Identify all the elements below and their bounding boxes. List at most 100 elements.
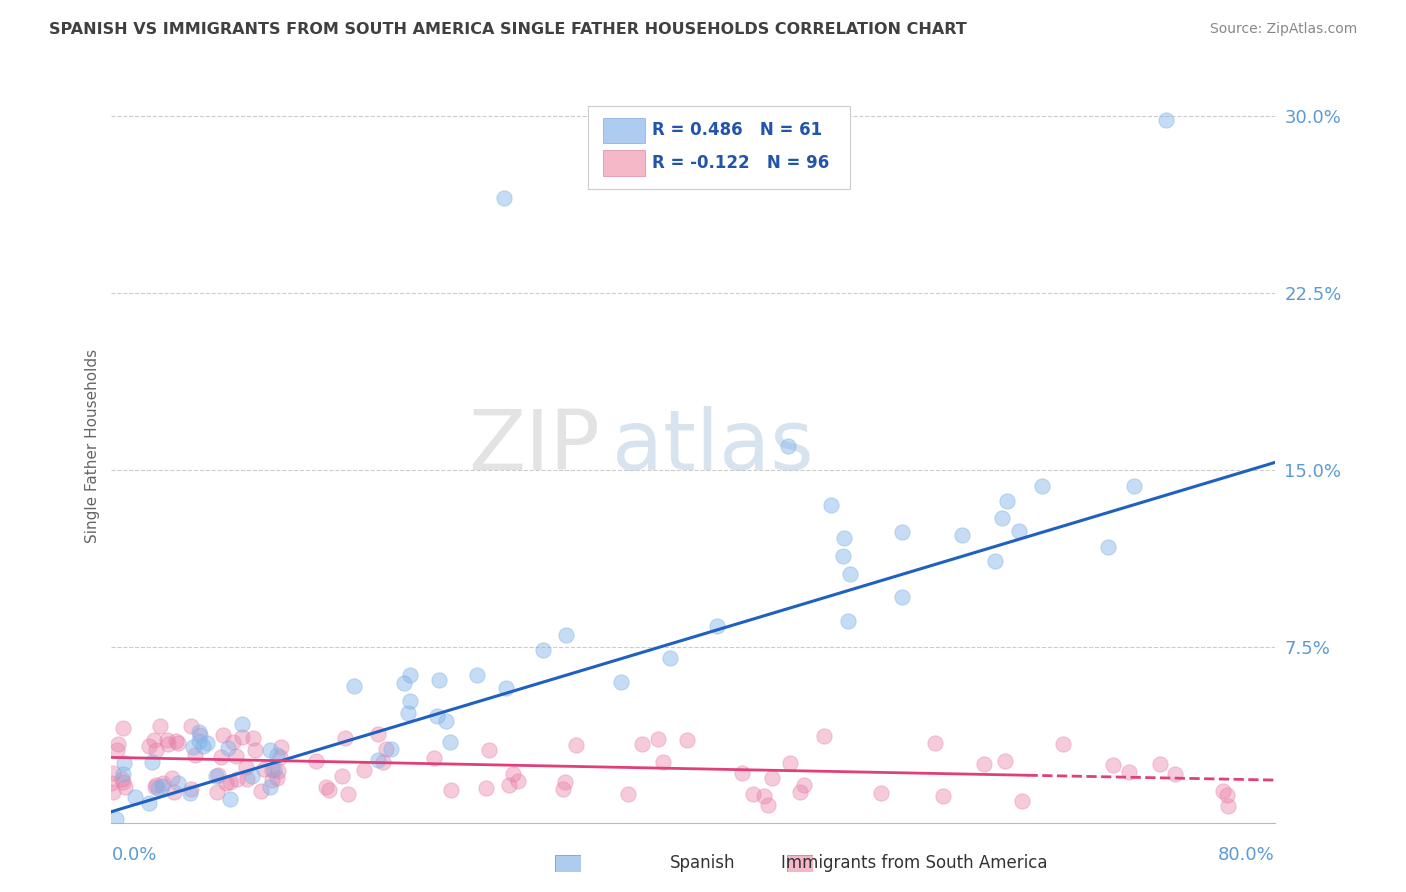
Point (143, 733, 166, 747)
Point (195, 736, 218, 750)
Point (367, 754, 389, 768)
Point (434, 714, 457, 728)
FancyBboxPatch shape (603, 118, 645, 144)
Point (263, 763, 285, 777)
Point (706, 618, 728, 632)
Point (440, 783, 463, 797)
Point (112, 774, 135, 789)
Point (231, 717, 253, 731)
Point (731, 765, 754, 780)
Point (659, 650, 682, 665)
Point (235, 772, 257, 786)
Text: Spanish: Spanish (671, 854, 735, 871)
Point (266, 747, 288, 762)
Point (180, 782, 202, 797)
Point (304, 754, 326, 768)
Point (423, 751, 446, 765)
Point (205, 769, 228, 783)
Point (269, 750, 291, 764)
Point (870, 786, 893, 800)
Point (150, 779, 173, 793)
Point (492, 191, 515, 205)
Point (631, 738, 654, 752)
Point (266, 771, 288, 785)
Point (245, 742, 267, 756)
Point (1164, 766, 1187, 780)
Point (439, 734, 461, 748)
Point (371, 756, 394, 770)
Point (554, 775, 576, 789)
Point (188, 728, 211, 742)
Point (380, 742, 402, 756)
Text: 0.0%: 0.0% (111, 846, 157, 863)
Point (991, 510, 1014, 524)
Point (148, 781, 170, 796)
Point (219, 792, 242, 806)
Text: SPANISH VS IMMIGRANTS FROM SOUTH AMERICA SINGLE FATHER HOUSEHOLDS CORRELATION CH: SPANISH VS IMMIGRANTS FROM SOUTH AMERICA… (49, 22, 967, 37)
Point (105, 742, 128, 756)
Point (231, 730, 253, 744)
FancyBboxPatch shape (588, 106, 851, 189)
Point (779, 756, 801, 770)
Point (392, 675, 415, 690)
Point (163, 784, 186, 798)
Text: R = 0.486   N = 61: R = 0.486 N = 61 (652, 121, 823, 139)
Point (242, 731, 264, 745)
Point (219, 775, 242, 789)
Point (776, 439, 799, 453)
Point (353, 763, 375, 777)
Point (104, 812, 127, 826)
Point (506, 773, 529, 788)
Point (426, 708, 449, 723)
Point (1123, 479, 1146, 493)
Point (429, 673, 451, 687)
Point (101, 766, 124, 780)
Point (467, 668, 489, 682)
Point (1011, 794, 1033, 808)
Point (253, 762, 276, 776)
Point (167, 776, 190, 790)
Point (932, 789, 955, 804)
Point (138, 797, 160, 811)
Point (187, 734, 209, 748)
Point (156, 733, 179, 747)
Point (1212, 784, 1234, 798)
Point (180, 719, 202, 733)
Point (111, 772, 134, 786)
Point (761, 771, 783, 785)
Point (374, 742, 396, 756)
Point (270, 739, 292, 754)
Point (212, 728, 235, 742)
Point (166, 736, 188, 750)
Point (318, 783, 340, 797)
Point (555, 628, 578, 642)
Point (143, 780, 166, 794)
Point (838, 567, 860, 582)
Point (1102, 758, 1125, 772)
Point (226, 772, 249, 787)
Point (225, 748, 247, 763)
Point (217, 741, 239, 756)
Point (890, 524, 912, 539)
Point (367, 727, 389, 741)
Point (502, 767, 524, 781)
Point (495, 681, 517, 696)
Point (832, 532, 855, 546)
Point (676, 732, 699, 747)
Point (166, 734, 188, 748)
Point (531, 643, 554, 657)
Point (831, 549, 853, 563)
Point (399, 667, 422, 681)
Point (396, 706, 419, 720)
Point (179, 786, 201, 800)
Point (124, 789, 146, 804)
Point (398, 694, 420, 708)
Point (1008, 524, 1031, 538)
Point (474, 781, 496, 796)
Point (647, 731, 669, 746)
Point (152, 776, 174, 790)
Point (114, 780, 136, 795)
Point (1216, 799, 1239, 814)
Point (207, 768, 229, 782)
Point (145, 742, 167, 756)
